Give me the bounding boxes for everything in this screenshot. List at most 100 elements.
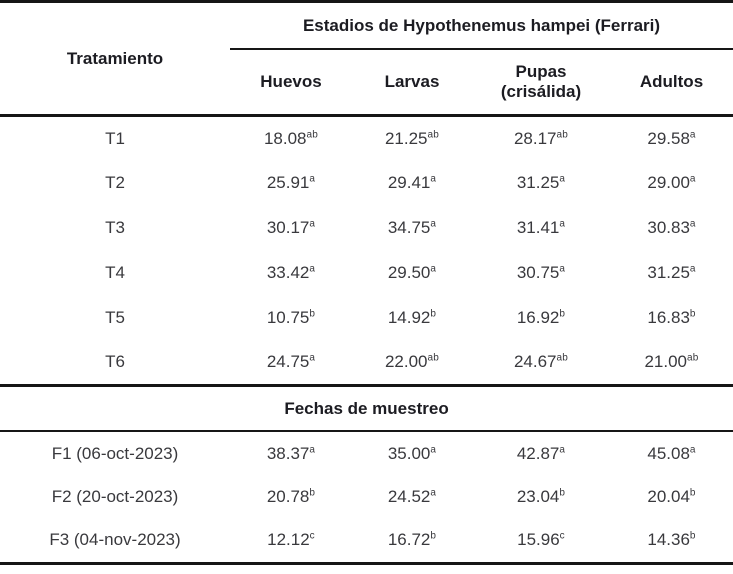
data-cell: 38.37a (230, 431, 352, 475)
significance-letter: a (430, 487, 437, 499)
cell-value: 31.25 (516, 173, 560, 192)
data-cell: 35.00a (352, 431, 472, 475)
data-cell: 42.87a (472, 431, 610, 475)
column-header-larvas: Larvas (384, 72, 440, 92)
significance-letter: a (689, 263, 696, 275)
dates-body: F1 (06-oct-2023) 38.37a 35.00a 42.87a 45.08a… (0, 431, 733, 563)
data-cell: 24.75a (230, 341, 352, 386)
significance-letter: ab (306, 129, 319, 141)
significance-letter: b (309, 487, 316, 499)
table-row: F3 (04-nov-2023) 12.12c 16.72b 15.96c 14.36b (0, 519, 733, 563)
cell-value: 24.75 (266, 352, 310, 372)
data-cell: 21.00ab (610, 341, 733, 386)
data-cell: 12.12c (230, 519, 352, 563)
data-cell: 16.92b (472, 296, 610, 341)
significance-letter: ab (556, 129, 569, 141)
cell-value: 18.08 (263, 128, 307, 148)
row-label: T3 (105, 218, 125, 237)
cell-value: 14.36 (647, 530, 690, 550)
data-cell: 29.58a (610, 116, 733, 161)
significance-letter: a (309, 173, 316, 185)
data-cell: 29.41a (352, 161, 472, 206)
significance-letter: b (309, 308, 316, 320)
significance-letter: b (689, 530, 696, 542)
significance-letter: a (430, 173, 437, 185)
cell-value: 28.17 (513, 128, 557, 148)
data-cell: 22.00ab (352, 341, 472, 386)
data-cell: 30.17a (230, 206, 352, 251)
significance-letter: a (689, 218, 696, 230)
section-header-body: Fechas de muestreo (0, 385, 733, 432)
row-label: T6 (105, 352, 125, 372)
row-label: T1 (105, 128, 125, 148)
significance-letter: ab (427, 129, 440, 141)
significance-letter: ab (427, 352, 440, 364)
cell-value: 29.41 (387, 173, 431, 192)
significance-letter: ab (556, 352, 569, 364)
table-row: T2 25.91a 29.41a 31.25a 29.00a (0, 161, 733, 206)
cell-value: 45.08 (647, 443, 690, 463)
table-row: T1 18.08ab 21.25ab 28.17ab 29.58a (0, 116, 733, 161)
data-cell: 29.00a (610, 161, 733, 206)
significance-letter: a (559, 173, 566, 185)
treatments-body: T1 18.08ab 21.25ab 28.17ab 29.58a T2 25.91a 29.… (0, 116, 733, 386)
data-cell: 29.50a (352, 251, 472, 296)
data-cell: 31.41a (472, 206, 610, 251)
cell-value: 34.75 (387, 218, 431, 237)
significance-letter: a (309, 263, 316, 275)
cell-value: 20.04 (647, 487, 690, 506)
data-cell: 18.08ab (230, 116, 352, 161)
column-header-huevos: Huevos (260, 72, 322, 92)
cell-value: 29.50 (387, 263, 431, 282)
significance-letter: b (689, 487, 696, 499)
cell-value: 20.78 (266, 487, 310, 506)
cell-value: 24.67 (513, 352, 557, 372)
table-row: F1 (06-oct-2023) 38.37a 35.00a 42.87a 45.08a (0, 431, 733, 475)
cell-value: 16.83 (647, 308, 690, 327)
significance-letter: a (430, 263, 437, 275)
row-label: F2 (20-oct-2023) (51, 487, 179, 506)
cell-value: 30.17 (266, 218, 310, 237)
data-cell: 30.83a (610, 206, 733, 251)
cell-value: 42.87 (516, 443, 560, 463)
cell-value: 38.37 (266, 443, 310, 463)
data-cell: 25.91a (230, 161, 352, 206)
data-cell: 21.25ab (352, 116, 472, 161)
group-header-row: Tratamiento Estadios de Hypothenemus ham… (0, 1, 733, 68)
column-header-adultos: Adultos (639, 72, 704, 92)
column-header-pupas: Pupas (crisálida) (472, 49, 610, 116)
significance-letter: a (430, 218, 437, 230)
cell-value: 16.92 (516, 308, 560, 327)
significance-letter: ab (687, 352, 699, 364)
significance-letter: c (309, 530, 315, 542)
row-label: T5 (105, 308, 125, 327)
section-header-row: Fechas de muestreo (0, 386, 733, 432)
cell-value: 22.00 (384, 352, 428, 372)
data-cell: 24.52a (352, 475, 472, 519)
data-cell: 20.78b (230, 475, 352, 519)
significance-letter: a (689, 173, 696, 185)
section-header: Fechas de muestreo (284, 398, 449, 418)
column-header-row: Huevos Larvas Pupas (crisálida) Adultos (0, 49, 733, 116)
cell-value: 25.91 (266, 173, 310, 192)
cell-value: 23.04 (516, 487, 560, 506)
significance-letter: a (559, 218, 566, 230)
data-cell: 24.67ab (472, 341, 610, 386)
row-label: F3 (04-nov-2023) (49, 530, 181, 550)
significance-letter: a (689, 129, 696, 141)
significance-letter: a (309, 218, 316, 230)
significance-letter: c (559, 530, 565, 542)
table-row: T4 33.42a 29.50a 30.75a 31.25a (0, 251, 733, 296)
data-cell: 31.25a (472, 161, 610, 206)
significance-letter: a (309, 352, 316, 364)
cell-value: 35.00 (387, 443, 431, 463)
data-cell: 16.72b (352, 519, 472, 563)
cell-value: 12.12 (267, 530, 310, 550)
data-cell: 33.42a (230, 251, 352, 296)
cell-value: 21.00 (644, 352, 688, 372)
significance-letter: b (559, 487, 566, 499)
table-row: T6 24.75a 22.00ab 24.67ab 21.00ab (0, 341, 733, 386)
data-cell: 20.04b (610, 475, 733, 519)
